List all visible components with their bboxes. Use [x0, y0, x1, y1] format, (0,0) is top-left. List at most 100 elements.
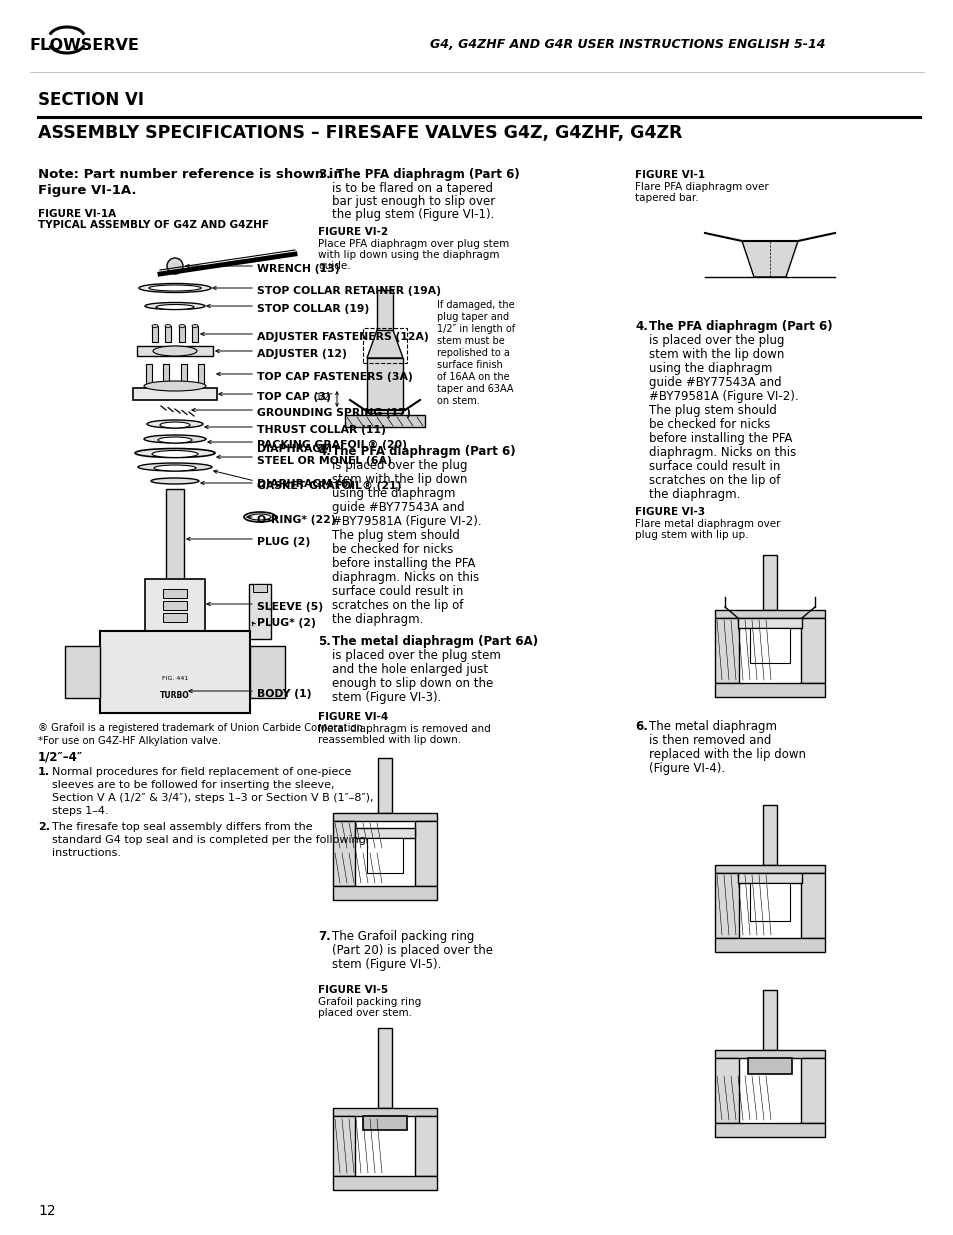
Ellipse shape	[149, 285, 201, 291]
Text: STOP COLLAR RETAINER (19A): STOP COLLAR RETAINER (19A)	[256, 287, 440, 296]
Text: Normal procedures for field replacement of one-piece: Normal procedures for field replacement …	[52, 767, 351, 777]
Text: standard G4 top seal and is completed per the following: standard G4 top seal and is completed pe…	[52, 835, 366, 845]
Bar	[100, 631, 250, 713]
Polygon shape	[741, 241, 797, 277]
Text: the diaphragm.: the diaphragm.	[648, 488, 740, 501]
Bar	[377, 1028, 392, 1108]
Bar	[738, 618, 801, 629]
Bar	[376, 290, 393, 330]
Ellipse shape	[145, 303, 205, 310]
Text: plug taper and: plug taper and	[436, 312, 509, 322]
Text: with lip down using the diaphragm: with lip down using the diaphragm	[317, 249, 499, 261]
Text: on stem.: on stem.	[436, 396, 479, 406]
Bar	[146, 364, 152, 384]
Text: PLUG (2): PLUG (2)	[256, 537, 310, 547]
Bar	[333, 813, 436, 821]
Text: 2.: 2.	[38, 823, 50, 832]
Text: repolished to a: repolished to a	[436, 348, 509, 358]
Bar	[714, 864, 824, 873]
Text: 4.: 4.	[317, 445, 331, 458]
Circle shape	[143, 640, 207, 704]
Polygon shape	[367, 330, 402, 358]
Text: PACKING GRAFOIL® (20): PACKING GRAFOIL® (20)	[256, 440, 407, 450]
Text: The metal diaphragm: The metal diaphragm	[648, 720, 776, 734]
Text: stem with the lip down: stem with the lip down	[332, 473, 467, 487]
Text: scratches on the lip of: scratches on the lip of	[648, 474, 780, 487]
Bar	[249, 584, 271, 638]
Bar	[333, 1176, 436, 1191]
Text: guide #BY77543A and: guide #BY77543A and	[648, 375, 781, 389]
Text: is placed over the plug: is placed over the plug	[332, 459, 467, 472]
Ellipse shape	[152, 325, 158, 327]
Bar	[714, 1058, 739, 1123]
Bar	[714, 618, 739, 683]
Text: plug stem with lip up.: plug stem with lip up.	[635, 530, 748, 540]
Text: Place PFA diaphragm over plug stem: Place PFA diaphragm over plug stem	[317, 240, 509, 249]
Bar	[738, 873, 801, 883]
Bar	[801, 618, 824, 683]
Bar	[714, 683, 824, 697]
Text: 1/2″ in length of: 1/2″ in length of	[436, 324, 515, 333]
Text: stem (Figure VI-3).: stem (Figure VI-3).	[332, 692, 441, 704]
Text: is then removed and: is then removed and	[648, 734, 771, 747]
Text: ADJUSTER FASTENERS (12A): ADJUSTER FASTENERS (12A)	[256, 332, 428, 342]
Text: TURBO: TURBO	[160, 692, 190, 700]
Ellipse shape	[152, 346, 196, 356]
Bar	[714, 1123, 824, 1137]
Text: 3.: 3.	[317, 168, 331, 182]
Text: sleeves are to be followed for inserting the sleeve,: sleeves are to be followed for inserting…	[52, 781, 335, 790]
Bar	[333, 1108, 436, 1116]
Text: FIG. 441: FIG. 441	[162, 677, 188, 682]
Text: before installing the PFA: before installing the PFA	[648, 432, 792, 445]
Bar	[163, 364, 169, 384]
Bar	[333, 885, 436, 900]
Ellipse shape	[158, 437, 192, 443]
Text: surface could result in: surface could result in	[648, 459, 780, 473]
Text: the plug stem (Figure VI-1).: the plug stem (Figure VI-1).	[332, 207, 494, 221]
Bar	[367, 839, 402, 873]
Bar	[355, 827, 415, 839]
Bar	[166, 489, 184, 584]
Text: be checked for nicks: be checked for nicks	[332, 543, 453, 556]
Bar	[801, 1058, 824, 1123]
Text: DIAPHRAGM –: DIAPHRAGM –	[256, 445, 341, 454]
Text: 4.: 4.	[635, 320, 647, 333]
Bar	[192, 326, 198, 342]
Text: The Grafoil packing ring: The Grafoil packing ring	[332, 930, 474, 944]
Text: diaphragm. Nicks on this: diaphragm. Nicks on this	[332, 571, 478, 584]
Text: Flare metal diaphragm over: Flare metal diaphragm over	[635, 519, 780, 529]
Ellipse shape	[153, 466, 195, 471]
Ellipse shape	[144, 435, 206, 443]
Text: (Figure VI-4).: (Figure VI-4).	[648, 762, 724, 776]
Bar	[377, 758, 392, 813]
Bar	[145, 579, 205, 631]
Text: FLOWSERVE: FLOWSERVE	[30, 37, 140, 53]
Ellipse shape	[147, 420, 203, 429]
Text: STOP COLLAR (19): STOP COLLAR (19)	[256, 304, 369, 314]
Text: 1/2″–4″: 1/2″–4″	[38, 751, 83, 764]
Text: stem (Figure VI-5).: stem (Figure VI-5).	[332, 958, 441, 971]
Text: placed over stem.: placed over stem.	[317, 1008, 412, 1018]
Bar	[714, 873, 739, 939]
Text: 1/2″: 1/2″	[315, 391, 334, 401]
Text: tapered bar.: tapered bar.	[635, 193, 698, 203]
Ellipse shape	[192, 325, 198, 327]
Text: The plug stem should: The plug stem should	[648, 404, 776, 417]
Bar	[749, 883, 789, 921]
Ellipse shape	[151, 478, 199, 484]
Bar	[367, 358, 402, 412]
Text: 1.: 1.	[38, 767, 50, 777]
Text: FIGURE VI-1A: FIGURE VI-1A	[38, 209, 116, 219]
Bar	[163, 613, 187, 622]
Text: instructions.: instructions.	[52, 848, 121, 858]
Text: guide.: guide.	[317, 261, 351, 270]
Text: and the hole enlarged just: and the hole enlarged just	[332, 663, 488, 676]
Bar	[762, 805, 776, 864]
Text: TOP CAP FASTENERS (3A): TOP CAP FASTENERS (3A)	[256, 372, 413, 382]
Text: surface could result in: surface could result in	[332, 585, 463, 598]
Text: ADJUSTER (12): ADJUSTER (12)	[256, 350, 347, 359]
Bar	[333, 821, 355, 885]
Bar	[415, 821, 436, 885]
Text: before installing the PFA: before installing the PFA	[332, 557, 475, 571]
Ellipse shape	[135, 448, 214, 457]
